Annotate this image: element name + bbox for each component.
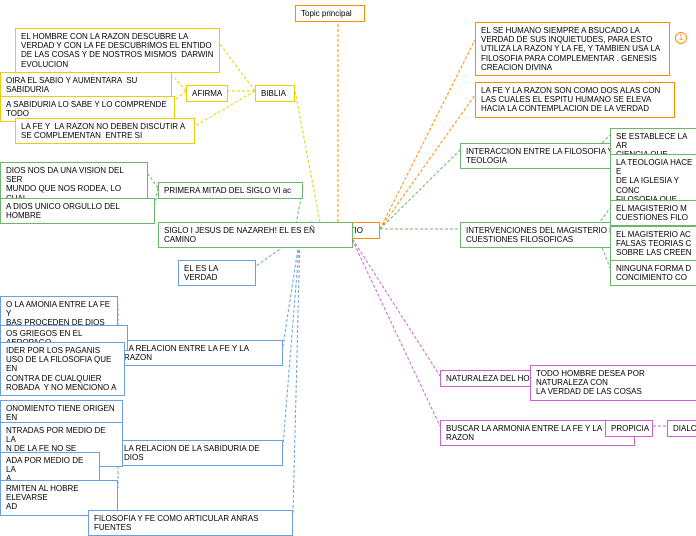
yellow-node-5[interactable]: LA FE Y LA RAZON NO DEBEN DISCUTIR A SE … bbox=[15, 118, 195, 144]
green-node-10[interactable]: SIGLO I JESUS DE NAZAREH! EL ES EÑ CAMIN… bbox=[158, 222, 353, 248]
yellow-node-3[interactable]: OIRA EL SABIO Y AUMENTARA SU SABIDURIA bbox=[0, 72, 172, 98]
magenta-node-3[interactable]: PROPICIA bbox=[605, 420, 653, 437]
blue-node-5[interactable]: LA RELACION DE LA SABIDURIA DE DIOS bbox=[118, 440, 283, 466]
green-node-5[interactable]: EL MAGISTERIO AC FALSAS TEORIAS C SOBRE … bbox=[610, 226, 696, 262]
badge-1: 1 bbox=[675, 32, 687, 44]
blue-node-4[interactable]: IDER POR LOS PAGANIS USO DE LA FILOSOFIA… bbox=[0, 342, 125, 396]
blue-node-10[interactable]: FILOSOFIA Y FE COMO ARTICULAR ANRAS FUEN… bbox=[88, 510, 293, 536]
magenta-node-4[interactable]: DIALC bbox=[667, 420, 696, 437]
blue-node-1[interactable]: LA RELACION ENTRE LA FE Y LA RAZON bbox=[118, 340, 283, 366]
green-node-4[interactable]: EL MAGISTERIO M CUESTIONES FILO bbox=[610, 200, 696, 226]
yellow-node-2[interactable]: EL HOMBRE CON LA RAZON DESCUBRE LA VERDA… bbox=[15, 28, 220, 73]
green-node-7[interactable]: PRIMERA MITAD DEL SIGLO VI ac bbox=[158, 182, 303, 199]
green-node-9[interactable]: A DIOS UNICO ORGULLO DEL HOMBRE bbox=[0, 198, 155, 224]
orange-node-1[interactable]: LA FE Y LA RAZON SON COMO DOS ALAS CON L… bbox=[475, 82, 675, 118]
green-node-6[interactable]: NINGUNA FORMA D CONCIMIENTO CO bbox=[610, 260, 696, 286]
orange-node-0[interactable]: EL SE HUMANO SIEMPRE A BSUCADO LA VERDAD… bbox=[475, 22, 670, 76]
magenta-node-1[interactable]: TODO HOMBRE DESEA POR NATURALEZA CON LA … bbox=[530, 365, 696, 401]
yellow-node-1[interactable]: AFIRMA bbox=[186, 85, 228, 102]
blue-node-0[interactable]: EL ES LA VERDAD bbox=[178, 260, 256, 286]
topic-principal[interactable]: Topic principal bbox=[295, 5, 365, 22]
yellow-node-0[interactable]: BIBLIA bbox=[255, 85, 295, 102]
